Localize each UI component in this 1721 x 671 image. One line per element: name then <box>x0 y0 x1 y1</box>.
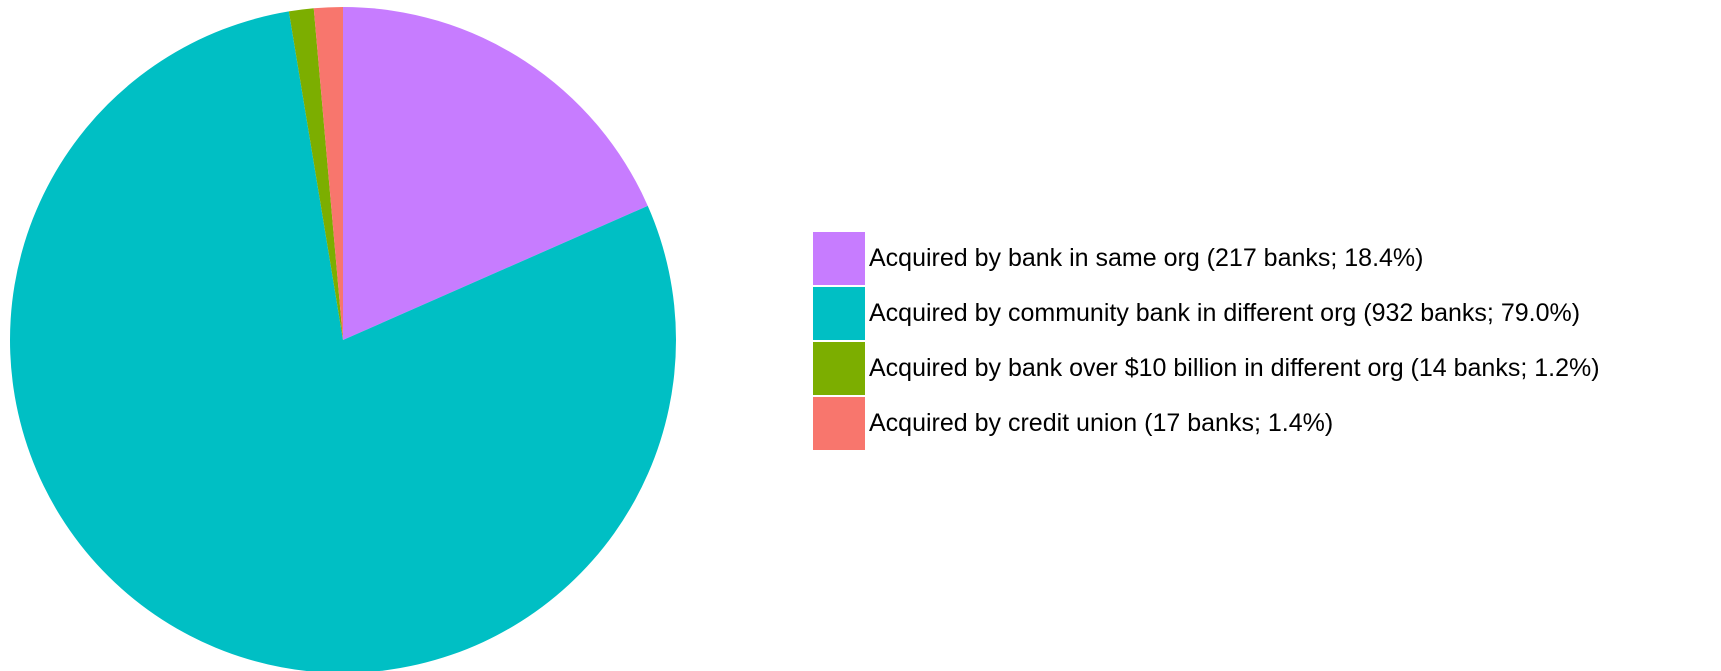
pie-slice <box>288 8 343 341</box>
pie-slice <box>313 7 343 340</box>
pie-slice <box>343 7 648 340</box>
legend-swatch <box>813 342 865 395</box>
legend-label: Acquired by credit union (17 banks; 1.4%… <box>869 409 1333 437</box>
pie-slice <box>10 11 676 671</box>
legend-label: Acquired by community bank in different … <box>869 299 1580 327</box>
legend-label: Acquired by bank over $10 billion in dif… <box>869 354 1600 382</box>
legend-swatch <box>813 287 865 340</box>
legend-swatch <box>813 232 865 285</box>
legend-swatch <box>813 397 865 450</box>
legend-label: Acquired by bank in same org (217 banks;… <box>869 244 1423 272</box>
